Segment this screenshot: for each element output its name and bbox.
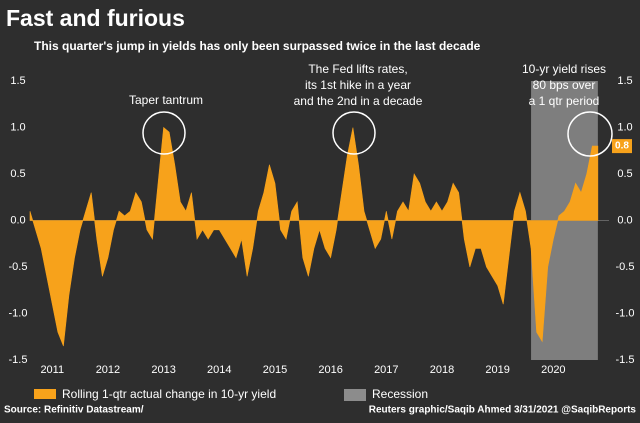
annotation: Taper tantrum <box>129 93 203 107</box>
value-callout-box <box>612 139 632 154</box>
legend-label: Rolling 1-qtr actual change in 10-yr yie… <box>62 387 276 401</box>
y-tick-label: -1.0 <box>9 307 28 319</box>
y-tick-label: -0.5 <box>616 261 635 273</box>
x-tick-label: 2015 <box>263 364 287 376</box>
y-tick-label: -0.5 <box>9 261 28 273</box>
y-tick-label: -1.5 <box>9 354 28 366</box>
x-tick-label: 2018 <box>430 364 454 376</box>
annotation: 10-yr yield rises <box>522 62 606 76</box>
legend: Rolling 1-qtr actual change in 10-yr yie… <box>34 387 428 401</box>
x-tick-label: 2014 <box>207 364 231 376</box>
y-tick-label: 1.5 <box>617 75 632 87</box>
x-tick-label: 2012 <box>96 364 120 376</box>
plot-area: -1.5 -1.5 -1.0 -1.0 -0.5 -0.5 0.0 0.0 0.5 0.5 1.0 1… <box>9 75 635 376</box>
legend-swatch <box>344 389 366 401</box>
y-tick-label: 1.0 <box>617 121 632 133</box>
annotation: 80 bps over <box>533 78 596 92</box>
highlight-circle <box>142 111 186 155</box>
y-tick-label: 0.0 <box>617 214 632 226</box>
y-tick-label: -1.0 <box>616 307 635 319</box>
annotation: a 1 qtr period <box>529 94 600 108</box>
x-tick-label: 2017 <box>374 364 398 376</box>
y-tick-label: 1.5 <box>10 75 25 87</box>
y-tick-label: -1.5 <box>616 354 635 366</box>
x-tick-label: 2011 <box>40 364 64 376</box>
highlight-circle <box>567 111 613 157</box>
highlight-circle <box>332 111 376 155</box>
annotation: The Fed lifts rates, <box>308 62 407 76</box>
annotation: its 1st hike in a year <box>305 78 411 92</box>
y-tick-label: 0.5 <box>10 168 25 180</box>
x-tick-label: 2016 <box>318 364 342 376</box>
y-tick-label: 0.5 <box>617 168 632 180</box>
y-tick-label: 1.0 <box>10 121 25 133</box>
area <box>29 126 599 347</box>
chart-title: Fast and furious <box>6 5 185 31</box>
annotation: and the 2nd in a decade <box>294 94 423 108</box>
legend-swatch <box>34 389 56 399</box>
x-tick-label: 2019 <box>485 364 509 376</box>
chart-subtitle: This quarter's jump in yields has only b… <box>34 39 481 53</box>
x-tick-label: 2020 <box>541 364 565 376</box>
source: Source: Refinitiv Datastream/ <box>4 405 144 416</box>
value-callout: 0.8 <box>615 141 629 152</box>
credit: Reuters graphic/Saqib Ahmed 3/31/2021 @S… <box>369 405 637 416</box>
y-tick-label: 0.0 <box>10 214 25 226</box>
x-tick-label: 2013 <box>151 364 175 376</box>
legend-label: Recession <box>372 387 428 401</box>
